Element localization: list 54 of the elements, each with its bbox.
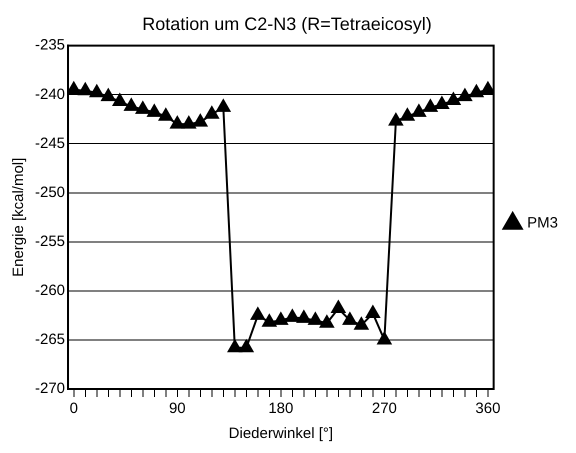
point — [170, 116, 184, 129]
chart-title: Rotation um C2-N3 (R=Tetraeicosyl) — [142, 14, 432, 34]
point — [228, 340, 242, 352]
point — [90, 84, 104, 98]
point — [434, 96, 449, 109]
point — [400, 108, 414, 121]
point — [377, 332, 392, 344]
x-tick-label: 360 — [475, 400, 500, 418]
y-tick-label: -235 — [34, 36, 66, 54]
point — [366, 305, 380, 318]
x-axis-title: Diederwinkel [°] — [228, 425, 334, 442]
point — [239, 340, 254, 352]
legend-label: PM3 — [527, 214, 558, 232]
point — [136, 101, 150, 114]
point — [469, 84, 484, 98]
point — [320, 315, 334, 328]
point — [68, 82, 81, 94]
x-tick-label: 270 — [372, 400, 397, 418]
y-tick-label: -245 — [34, 134, 66, 152]
point — [101, 88, 116, 102]
point — [342, 312, 357, 325]
y-tick-label: -240 — [34, 86, 66, 103]
x-tick-label: 180 — [268, 400, 294, 418]
point — [250, 307, 265, 320]
point — [158, 108, 173, 121]
y-tick-label: -270 — [34, 380, 66, 398]
point — [412, 104, 426, 117]
point — [285, 309, 300, 322]
y-axis-title: Energie [kcal/mol] — [10, 158, 28, 277]
point — [308, 312, 322, 325]
point — [78, 82, 92, 96]
y-tick-label: -255 — [34, 232, 66, 250]
point — [446, 92, 460, 106]
point — [274, 312, 288, 325]
point — [124, 98, 138, 111]
point — [216, 99, 230, 112]
point — [354, 317, 368, 330]
point — [423, 99, 438, 112]
point — [193, 114, 208, 127]
y-tick-label: -260 — [34, 282, 66, 300]
point — [112, 94, 127, 106]
point — [458, 88, 472, 102]
y-tick-label: -265 — [34, 331, 66, 348]
point — [388, 113, 403, 126]
x-tick-label: 90 — [168, 400, 186, 418]
y-tick-label: -250 — [34, 184, 66, 201]
point — [262, 314, 276, 327]
point — [147, 104, 162, 117]
x-tick-label: 0 — [70, 400, 78, 418]
point — [204, 106, 219, 119]
point — [480, 82, 494, 94]
point — [182, 116, 196, 129]
point — [296, 310, 311, 323]
point — [331, 300, 346, 314]
